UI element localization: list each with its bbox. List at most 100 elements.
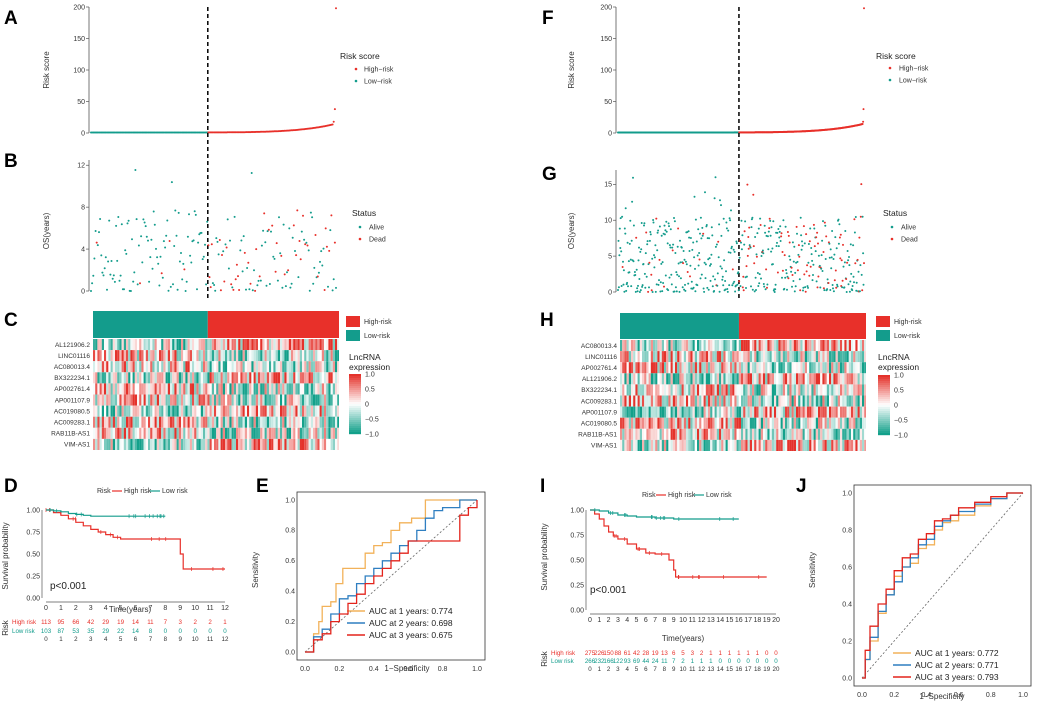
H-heat-cell	[670, 395, 673, 407]
C-heat-cell	[123, 361, 126, 373]
G-point	[860, 273, 863, 276]
H-heat-cell	[642, 428, 645, 440]
C-heat-cell	[293, 350, 296, 362]
B-point	[295, 254, 298, 257]
C-heat-cell	[176, 339, 179, 351]
G-point	[842, 265, 845, 268]
C-heat-cell	[104, 416, 107, 428]
H-heat-cell	[633, 351, 636, 363]
G-point	[758, 273, 761, 276]
C-heat-cell	[253, 383, 256, 395]
C-heat-cell	[321, 372, 324, 384]
H-heat-cell	[631, 395, 634, 407]
H-heat-cell	[785, 384, 788, 396]
G-point	[846, 261, 849, 264]
H-heat-cell	[774, 395, 777, 407]
I-km-line	[590, 509, 739, 520]
C-heat-cell	[255, 394, 258, 406]
C-heat-cell	[121, 350, 124, 362]
H-heat-cell	[800, 384, 803, 396]
C-heat-cell	[238, 438, 241, 450]
H-heat-cell	[650, 384, 653, 396]
C-heat-cell	[244, 350, 247, 362]
H-heat-cell	[725, 428, 728, 440]
H-heat-cell	[688, 439, 691, 451]
G-point	[712, 275, 715, 278]
D-risk-count: 11	[147, 619, 154, 626]
H-heat-cell	[851, 395, 854, 407]
H-heat-cell	[631, 362, 634, 374]
D-risk-time: 3	[89, 636, 93, 643]
H-heat-cell	[774, 351, 777, 363]
H-scale-step	[878, 429, 890, 432]
H-heat-cell	[765, 428, 768, 440]
H-heat-cell	[745, 417, 748, 429]
C-heat-cell	[337, 438, 339, 450]
B-point	[207, 244, 210, 247]
C-heat-cell	[277, 405, 280, 417]
H-heat-cell	[769, 428, 772, 440]
C-heat-cell	[154, 394, 157, 406]
C-heat-cell	[137, 438, 140, 450]
H-heat-cell	[741, 417, 744, 429]
H-heat-cell	[804, 340, 807, 352]
G-point	[617, 286, 620, 289]
D-risk-count: 113	[41, 619, 51, 626]
B-point	[93, 257, 96, 260]
panel-c-scale-title-2: expression	[349, 362, 390, 372]
G-point	[675, 271, 678, 274]
G-point	[805, 233, 808, 236]
H-heat-cell	[853, 384, 856, 396]
B-point	[254, 289, 257, 292]
B-point	[248, 288, 251, 291]
C-heat-cell	[216, 405, 219, 417]
H-heat-cell	[664, 417, 667, 429]
I-xtick-label: 14	[716, 617, 724, 624]
C-heat-cell	[167, 405, 170, 417]
H-heat-cell	[708, 351, 711, 363]
dynamic-marks: 05010015020005010015020004812051015AL121…	[26, 4, 1032, 699]
H-heat-cell	[782, 417, 785, 429]
G-point	[636, 290, 639, 293]
H-heat-cell	[763, 340, 766, 352]
H-heat-cell	[668, 340, 671, 352]
C-heat-cell	[108, 383, 111, 395]
H-heat-cell	[842, 428, 845, 440]
C-heat-cell	[216, 339, 219, 351]
B-point	[215, 237, 218, 240]
H-heat-cell	[620, 384, 623, 396]
C-heat-cell	[97, 383, 100, 395]
H-heat-cell	[727, 417, 730, 429]
H-heat-cell	[853, 351, 856, 363]
C-scale-step	[349, 414, 361, 417]
H-heat-cell	[842, 395, 845, 407]
G-point	[643, 222, 646, 225]
C-heat-cell	[167, 394, 170, 406]
B-point	[225, 246, 228, 249]
H-heat-cell	[760, 351, 763, 363]
H-heat-cell	[650, 351, 653, 363]
C-heat-cell	[227, 416, 230, 428]
H-heat-cell	[862, 417, 865, 429]
B-point	[160, 272, 163, 275]
B-point	[95, 241, 98, 244]
C-heat-cell	[194, 361, 197, 373]
G-point	[744, 220, 747, 223]
G-point	[792, 280, 795, 282]
H-heat-cell	[736, 417, 739, 429]
C-heat-cell	[117, 350, 120, 362]
C-heat-cell	[117, 438, 120, 450]
H-heat-cell	[688, 384, 691, 396]
C-scale-step	[349, 424, 361, 427]
G-point	[714, 176, 717, 179]
H-heat-cell	[620, 362, 623, 374]
C-heat-cell	[121, 372, 124, 384]
C-heat-cell	[156, 416, 159, 428]
C-heat-cell	[174, 427, 177, 439]
C-heat-cell	[121, 361, 124, 373]
B-point	[302, 214, 304, 217]
H-heat-cell	[846, 384, 849, 396]
C-heat-cell	[170, 405, 173, 417]
H-heat-cell	[659, 406, 662, 418]
H-heat-cell	[785, 351, 788, 363]
